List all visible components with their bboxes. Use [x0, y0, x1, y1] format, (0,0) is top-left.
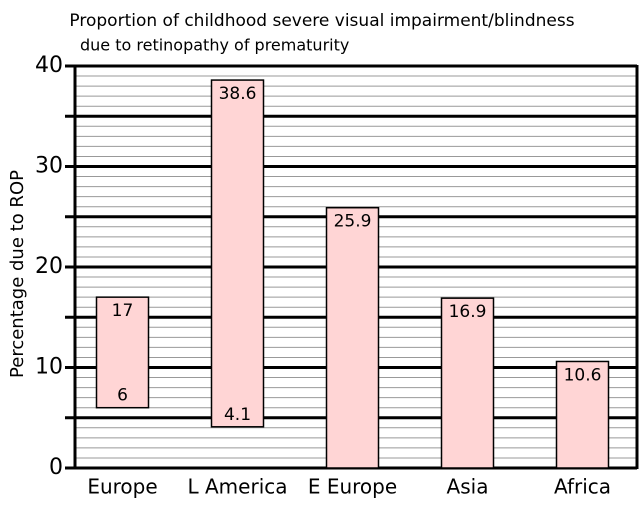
value-label: 16.9 — [449, 302, 487, 322]
x-tick-label: E Europe — [308, 475, 397, 499]
y-tick-label: 0 — [49, 455, 63, 480]
bar — [325, 206, 380, 469]
y-tick-label: 10 — [35, 355, 63, 380]
bar — [95, 296, 150, 409]
x-tick-label: L America — [188, 475, 288, 499]
bar — [210, 79, 265, 428]
chart-subtitle: due to retinopathy of prematurity — [80, 36, 349, 55]
value-label: 17 — [112, 301, 134, 321]
x-tick-label: Africa — [554, 475, 611, 499]
value-label: 10.6 — [564, 365, 602, 385]
chart-title: Proportion of childhood severe visual im… — [69, 11, 574, 31]
value-label: 25.9 — [334, 212, 372, 232]
y-tick-label: 40 — [35, 53, 63, 78]
x-tick-label: Asia — [447, 475, 489, 499]
value-label: 4.1 — [224, 405, 251, 425]
y-axis-label: Percentage due to ROP — [7, 170, 28, 378]
value-label: 6 — [117, 386, 128, 406]
bar — [555, 360, 610, 469]
value-label: 38.6 — [219, 84, 257, 104]
y-tick-label: 30 — [35, 154, 63, 179]
x-tick-label: Europe — [87, 475, 157, 499]
y-tick-label: 20 — [35, 254, 63, 279]
bar — [440, 297, 495, 469]
